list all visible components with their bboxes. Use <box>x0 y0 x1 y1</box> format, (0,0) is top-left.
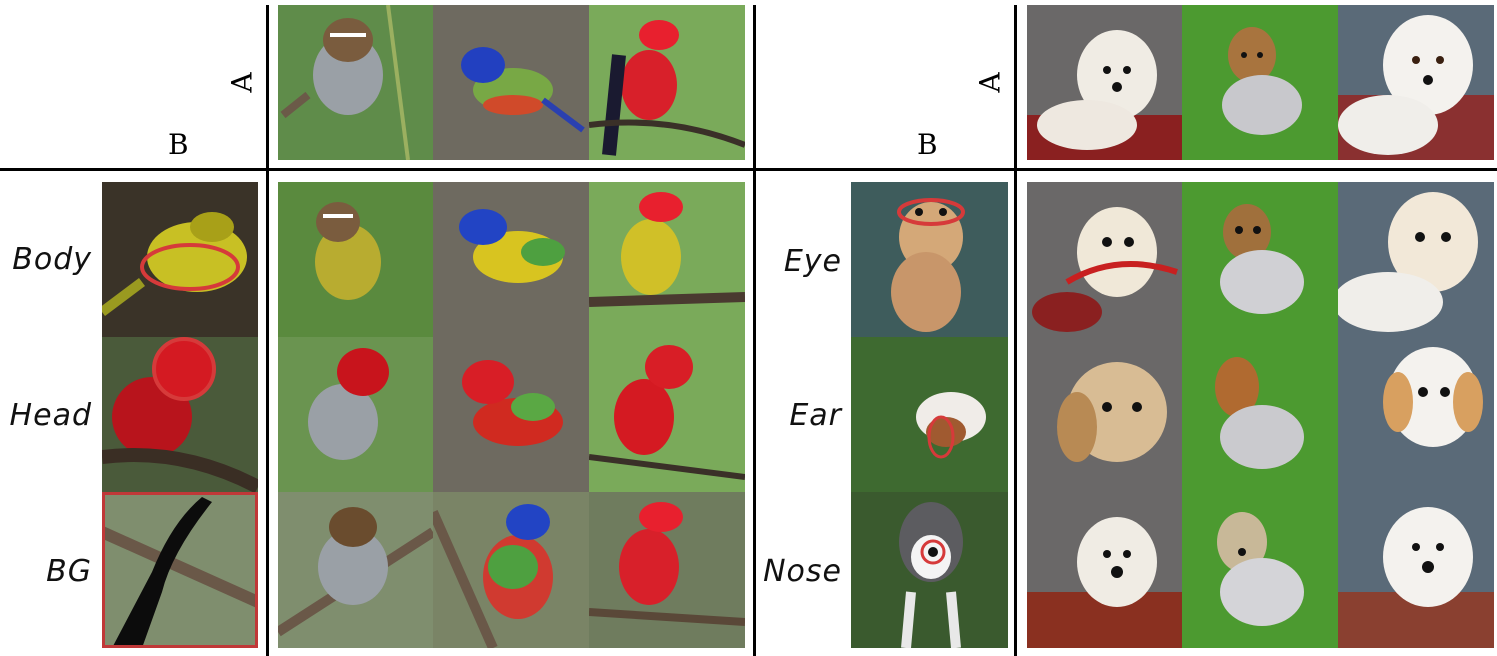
result-eye-westie <box>1027 182 1182 337</box>
source-eye-image <box>851 182 1008 337</box>
source-nose-image <box>851 492 1008 648</box>
right-axis-a-label: A <box>973 72 1007 93</box>
source-bg-image <box>102 492 258 648</box>
result-body-bunting <box>433 182 589 337</box>
result-ear-westie <box>1027 337 1182 492</box>
header-divider <box>0 168 1497 171</box>
right-axis-b-label: B <box>917 128 938 161</box>
bird-a-bunting-image <box>433 5 589 160</box>
result-bg-flycatcher <box>589 492 745 648</box>
source-ear-image <box>851 337 1008 492</box>
result-body-sparrow <box>278 182 433 337</box>
source-body-image <box>102 182 258 337</box>
result-head-sparrow <box>278 337 433 492</box>
row-label-ear: Ear <box>789 398 842 433</box>
row-label-eye: Eye <box>783 244 842 279</box>
bird-a-sparrow-image <box>278 5 433 160</box>
result-ear-yorkie <box>1182 337 1338 492</box>
dog-a-westie-image <box>1027 5 1182 160</box>
bird-a-flycatcher-image <box>589 5 745 160</box>
result-nose-samoyed <box>1338 492 1494 648</box>
right-panel-divider <box>1014 5 1017 656</box>
result-eye-samoyed <box>1338 182 1494 337</box>
result-nose-yorkie <box>1182 492 1338 648</box>
row-label-head: Head <box>9 398 92 433</box>
result-bg-bunting <box>433 492 589 648</box>
left-axis-a-label: A <box>225 72 259 93</box>
row-label-body: Body <box>12 242 92 277</box>
result-body-flycatcher <box>589 182 745 337</box>
left-panel-divider <box>266 5 269 656</box>
center-divider <box>753 5 756 656</box>
result-head-flycatcher <box>589 337 745 492</box>
row-label-nose: Nose <box>763 554 842 589</box>
result-nose-westie <box>1027 492 1182 648</box>
result-eye-yorkie <box>1182 182 1338 337</box>
result-bg-sparrow <box>278 492 433 648</box>
dog-a-yorkie-image <box>1182 5 1338 160</box>
dog-a-samoyed-image <box>1338 5 1494 160</box>
row-label-bg: BG <box>46 554 92 589</box>
result-ear-samoyed <box>1338 337 1494 492</box>
result-head-bunting <box>433 337 589 492</box>
source-head-image <box>102 337 258 492</box>
left-axis-b-label: B <box>168 128 189 161</box>
